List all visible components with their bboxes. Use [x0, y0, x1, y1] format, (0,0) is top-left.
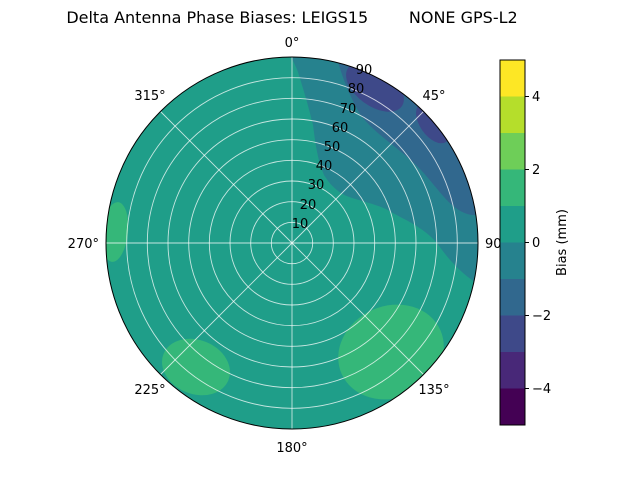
chart-title: Delta Antenna Phase Biases: LEIGS15 NONE…	[66, 8, 518, 27]
theta-label-180: 180°	[276, 441, 307, 456]
theta-label-315: 315°	[134, 89, 165, 104]
grid-spoke-315	[160, 111, 293, 244]
colorbar-tick-label-0: 0	[532, 236, 540, 251]
colorbar-segment-neg3-to-neg2	[500, 315, 525, 352]
theta-label-225: 225°	[134, 383, 165, 398]
radial-label-10: 10	[292, 217, 309, 232]
theta-tick-labels: 0° 45° 90° 135° 180° 225° 270° 315°	[68, 36, 508, 456]
colorbar-tick-label-neg2: −2	[532, 309, 551, 324]
colorbar-tick-label-4: 4	[532, 90, 540, 105]
colorbar-tick-label-2: 2	[532, 163, 540, 178]
theta-label-270: 270°	[68, 237, 99, 252]
contour-band-1-to-2-west	[106, 202, 129, 262]
grid-spoke-135	[291, 242, 424, 375]
colorbar: 4 2 0 −2 −4 Bias (mm)	[499, 59, 570, 426]
radial-label-30: 30	[308, 178, 325, 193]
theta-label-135: 135°	[418, 383, 449, 398]
polar-grid	[105, 56, 479, 430]
theta-label-45: 45°	[422, 89, 445, 104]
contour-band-neg1-to-0	[278, 57, 478, 286]
colorbar-segment-neg2-to-neg1	[500, 279, 525, 316]
colorbar-segment-3-to-4	[500, 96, 525, 133]
polar-outline	[105, 56, 479, 430]
radial-label-40: 40	[316, 159, 333, 174]
grid-spoke-45	[291, 111, 424, 244]
radial-label-80: 80	[348, 82, 365, 97]
colorbar-axis-label: Bias (mm)	[555, 209, 570, 276]
colorbar-segment-neg4-to-neg3	[500, 352, 525, 389]
theta-label-0: 0°	[285, 36, 300, 51]
contour-band-1-to-2-southwest	[162, 338, 230, 396]
colorbar-tick-label-neg4: −4	[532, 382, 551, 397]
colorbar-segment-1-to-2	[500, 169, 525, 206]
contour-band-1-to-2-southeast	[338, 304, 444, 400]
grid-spoke-225	[160, 242, 293, 375]
radial-label-90: 90	[356, 63, 373, 78]
colorbar-segment-2-to-3	[500, 133, 525, 170]
colorbar-segment-0-to-1	[500, 206, 525, 243]
radial-label-20: 20	[300, 198, 317, 213]
radial-tick-labels: 10 20 30 40 50 60 70 80 90	[292, 63, 373, 232]
radial-label-50: 50	[324, 140, 341, 155]
radial-label-60: 60	[332, 121, 349, 136]
radial-label-70: 70	[340, 102, 357, 117]
colorbar-segment-neg5-to-neg4	[500, 388, 525, 425]
colorbar-segment-neg1-to-0	[500, 242, 525, 279]
colorbar-segment-4-to-5	[500, 60, 525, 97]
